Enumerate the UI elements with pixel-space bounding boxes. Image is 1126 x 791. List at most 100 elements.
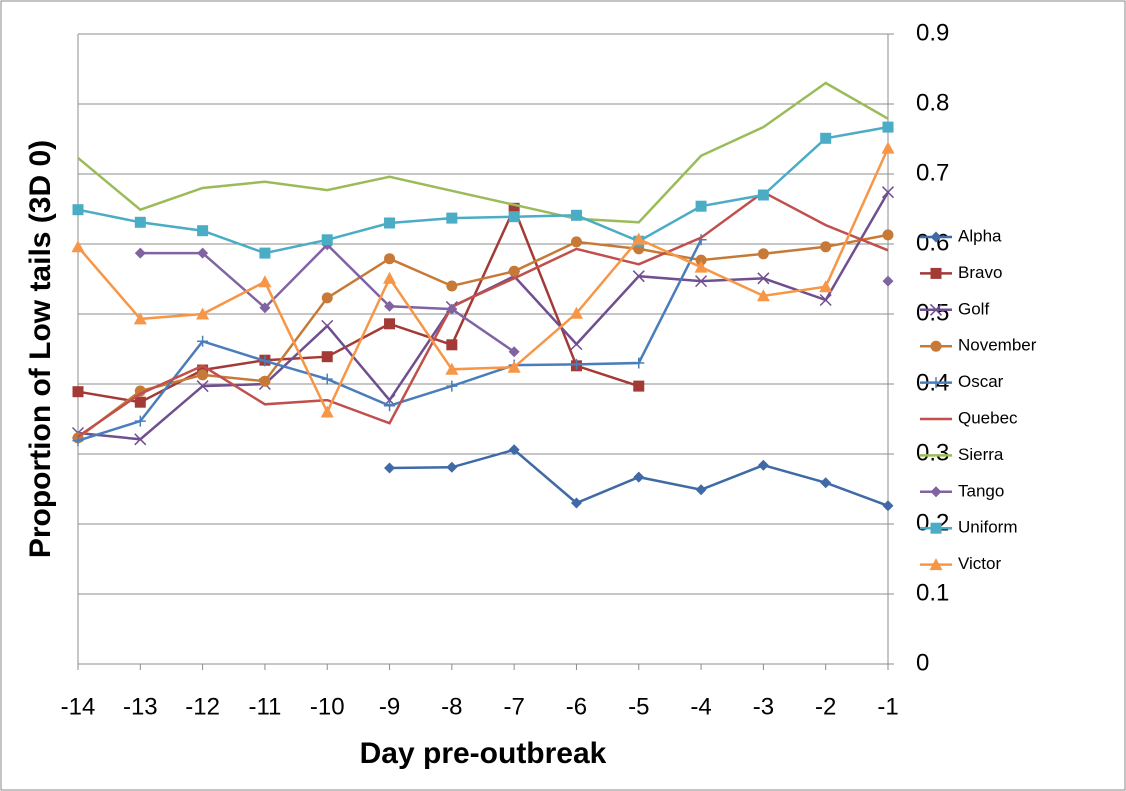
marker <box>508 346 520 358</box>
y-axis-label: Proportion of Low tails (3D 0) <box>24 140 57 558</box>
marker <box>134 247 146 259</box>
legend-label: Tango <box>958 481 1004 500</box>
marker <box>820 241 832 253</box>
marker <box>570 236 582 248</box>
marker <box>384 318 396 330</box>
legend-label: Oscar <box>958 372 1004 391</box>
marker <box>321 319 334 332</box>
series-line <box>77 147 890 415</box>
legend-label: Victor <box>958 554 1001 573</box>
x-tick-label: -12 <box>185 693 220 720</box>
marker <box>632 232 646 245</box>
x-tick-label: -11 <box>248 693 281 720</box>
marker <box>320 405 334 418</box>
series-line <box>77 233 889 439</box>
x-tick-label: -3 <box>753 693 774 720</box>
marker <box>819 280 833 293</box>
series-line <box>77 205 640 404</box>
marker <box>259 302 271 314</box>
marker <box>819 293 832 307</box>
marker <box>882 229 894 241</box>
marker <box>820 477 832 489</box>
legend-marker <box>930 486 942 498</box>
x-tick-label: -14 <box>61 693 96 720</box>
marker <box>321 234 333 246</box>
x-tick-label: -7 <box>503 693 524 720</box>
legend-marker <box>930 522 942 534</box>
x-tick-label: -1 <box>877 693 898 720</box>
legend-label: Alpha <box>958 226 1002 245</box>
marker <box>507 360 521 373</box>
marker <box>259 375 271 387</box>
marker <box>321 292 333 304</box>
marker <box>259 247 271 259</box>
marker <box>72 435 84 447</box>
marker <box>384 253 396 265</box>
marker <box>633 357 645 369</box>
marker <box>757 248 769 260</box>
y-tick-label: 0.3 <box>916 439 949 466</box>
marker <box>695 275 708 288</box>
marker <box>446 380 458 392</box>
marker <box>757 189 769 201</box>
legend-label: Sierra <box>958 445 1004 464</box>
marker <box>570 338 583 351</box>
x-tick-label: -2 <box>815 693 836 720</box>
marker <box>570 497 582 509</box>
legend-marker <box>930 377 942 389</box>
marker <box>446 461 458 473</box>
x-tick-label: -9 <box>379 693 400 720</box>
marker <box>695 254 707 266</box>
marker <box>632 270 645 283</box>
marker <box>508 211 520 223</box>
marker <box>384 300 396 312</box>
marker <box>384 217 396 229</box>
legend-label: November <box>958 336 1037 355</box>
y-tick-label: 0.6 <box>916 229 949 256</box>
marker <box>694 260 708 273</box>
marker <box>71 240 85 253</box>
x-tick-label: -6 <box>566 693 587 720</box>
marker <box>258 275 272 288</box>
y-tick-label: 0.9 <box>916 19 949 46</box>
marker <box>508 444 520 456</box>
marker <box>882 275 894 287</box>
marker <box>197 369 209 381</box>
x-tick-label: -13 <box>123 693 158 720</box>
marker <box>446 280 458 292</box>
y-tick-label: 0 <box>916 649 929 676</box>
marker <box>133 312 147 325</box>
marker <box>446 339 458 351</box>
marker <box>570 209 582 221</box>
x-tick-label: -8 <box>441 693 462 720</box>
marker <box>384 400 396 412</box>
legend-marker <box>930 231 942 243</box>
x-tick-label: -10 <box>310 693 345 720</box>
marker <box>570 358 582 370</box>
marker <box>197 335 209 347</box>
marker <box>383 271 397 284</box>
marker <box>134 396 146 408</box>
marker <box>820 132 832 144</box>
legend-label: Uniform <box>958 518 1018 537</box>
marker <box>882 121 894 133</box>
marker <box>134 433 147 446</box>
marker <box>445 362 459 375</box>
y-tick-label: 0.1 <box>916 579 949 606</box>
legend-marker <box>929 558 943 571</box>
marker <box>508 202 520 214</box>
x-tick-label: -5 <box>628 693 649 720</box>
x-tick-label: -4 <box>690 693 711 720</box>
legend-label: Golf <box>958 299 989 318</box>
legend-marker <box>930 267 942 279</box>
series-line <box>77 190 889 438</box>
marker <box>321 351 333 363</box>
marker <box>196 380 209 393</box>
marker <box>881 141 895 154</box>
marker <box>134 216 146 228</box>
legend-marker <box>930 340 942 352</box>
marker <box>508 265 520 277</box>
